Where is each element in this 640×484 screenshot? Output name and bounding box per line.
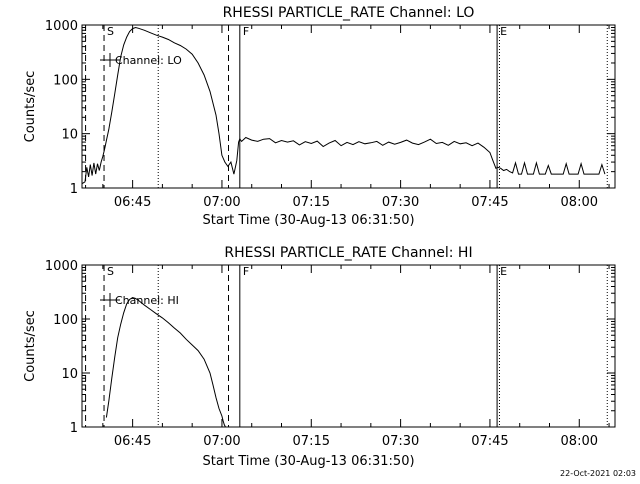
y-axis-label: Counts/sec xyxy=(23,310,38,382)
y-tick-label: 1000 xyxy=(45,19,78,34)
panel-lo: RHESSI PARTICLE_RATE Channel: LO 1 10 100 10… xyxy=(23,5,616,228)
y-tick-label: 1 xyxy=(70,182,78,197)
y-tick-label: 100 xyxy=(53,73,78,88)
marker-label: F xyxy=(243,25,249,38)
x-axis-label: Start Time (30-Aug-13 06:31:50) xyxy=(202,213,414,228)
x-tick-label: 06:45 xyxy=(114,434,151,449)
marker-label: E xyxy=(500,25,507,38)
x-tick-label: 07:00 xyxy=(203,195,240,210)
x-tick-label: 07:45 xyxy=(471,195,508,210)
x-tick-label: 08:00 xyxy=(561,195,598,210)
x-tick-label: 06:45 xyxy=(114,195,151,210)
x-tick-label: 07:00 xyxy=(203,434,240,449)
x-tick-label: 07:15 xyxy=(293,434,330,449)
series-line xyxy=(105,296,226,428)
plot-frame xyxy=(81,24,616,189)
marker-label: E xyxy=(500,265,507,278)
legend-label: Channel: HI xyxy=(115,294,179,307)
chart-title: RHESSI PARTICLE_RATE Channel: HI xyxy=(224,245,472,261)
legend-label: Channel: LO xyxy=(115,54,182,67)
y-tick-label: 10 xyxy=(61,128,78,143)
plot-frame xyxy=(81,264,616,428)
marker-label: S xyxy=(107,25,114,38)
y-tick-label: 10 xyxy=(61,367,78,382)
chart-title: RHESSI PARTICLE_RATE Channel: LO xyxy=(223,5,475,21)
x-tick-label: 08:00 xyxy=(561,434,598,449)
x-tick-label: 07:30 xyxy=(382,195,419,210)
x-tick-label: 07:30 xyxy=(382,434,419,449)
y-tick-label: 1000 xyxy=(45,259,78,274)
y-tick-label: 1 xyxy=(70,421,78,436)
marker-label: S xyxy=(107,265,114,278)
panel-hi: RHESSI PARTICLE_RATE Channel: HI 1 10 100 10… xyxy=(23,245,616,469)
marker-label: F xyxy=(243,265,249,278)
x-axis-label: Start Time (30-Aug-13 06:31:50) xyxy=(202,454,414,469)
footer-timestamp: 22-Oct-2021 02:03 xyxy=(560,469,636,478)
x-tick-label: 07:45 xyxy=(471,434,508,449)
y-tick-label: 100 xyxy=(53,313,78,328)
series-line xyxy=(81,26,606,185)
y-axis-label: Counts/sec xyxy=(23,71,38,143)
x-tick-label: 07:15 xyxy=(293,195,330,210)
